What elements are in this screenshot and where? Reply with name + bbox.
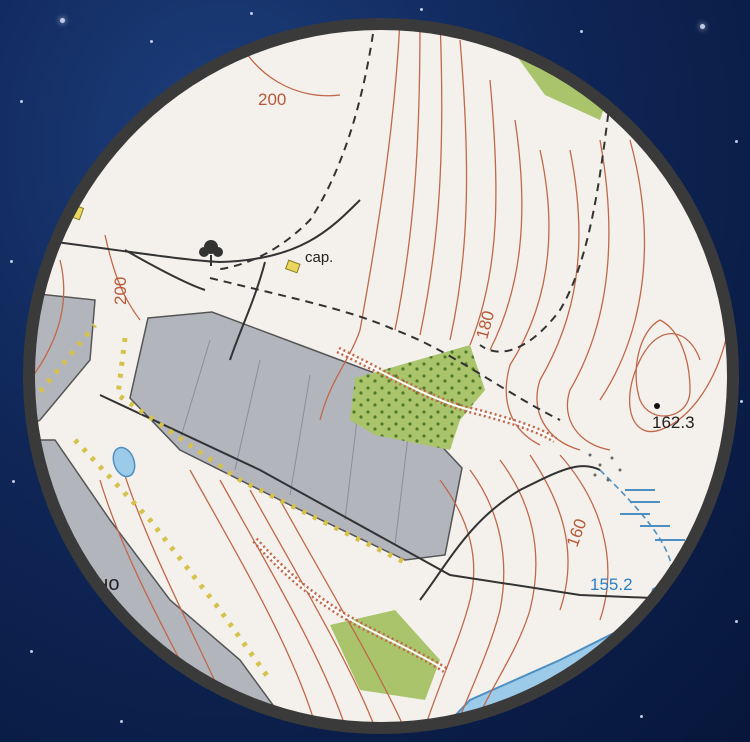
star [10,260,13,263]
pond [112,446,136,478]
contour-lines [29,24,733,728]
star [735,140,738,143]
built-up-block-center [129,311,463,561]
built-up-block-west [29,289,96,442]
marsh-icon [620,489,685,541]
stream [599,469,672,611]
star [640,715,643,718]
roads [39,199,701,601]
star [60,18,65,23]
spot-height-marker [654,403,660,409]
tracks [209,24,611,421]
spot-height-hill: 162.3 [652,413,695,432]
star [420,8,423,11]
contour-label-200-left: 200 [111,277,130,305]
star [150,40,153,43]
barn-label: сар. [305,249,333,266]
ravine-upper [336,346,557,443]
star [740,400,743,403]
star [735,620,738,623]
star [700,24,705,29]
spot-height-water: 155.2 [590,575,633,594]
house-icon [285,259,301,274]
star [580,30,583,33]
tree-icon [199,240,223,266]
sand-area [588,453,622,482]
star [30,650,33,653]
ravine-lower [252,537,447,673]
star [20,100,23,103]
orchard-ravine [330,610,440,700]
star [250,12,253,15]
contour-label-200-top: 200 [258,90,286,109]
fences [29,323,412,682]
star [120,720,123,723]
star [12,480,15,483]
map-circle-frame [23,18,739,734]
